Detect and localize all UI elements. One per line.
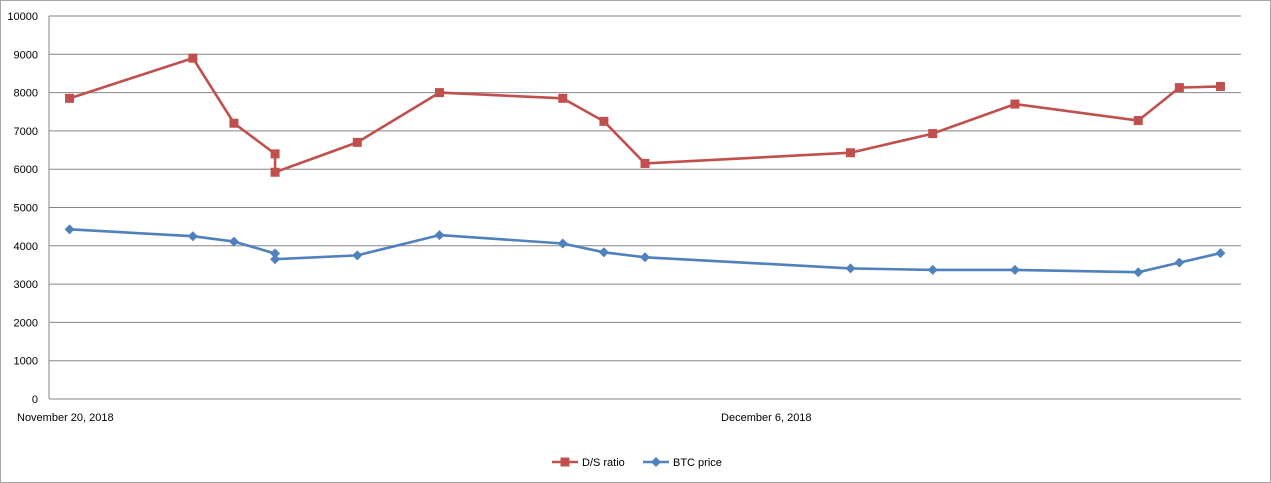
y-tick-label: 6000 (14, 164, 38, 176)
x-axis-ticks: November 20, 2018 December 6, 2018 (17, 412, 812, 424)
series-line (69, 56, 1221, 174)
y-tick-label: 10000 (7, 11, 38, 23)
y-tick-label: 0 (32, 394, 38, 406)
data-point (270, 167, 280, 177)
data-point (1174, 257, 1185, 268)
legend-label: BTC price (673, 457, 722, 469)
data-point (599, 116, 609, 126)
legend-label: D/S ratio (582, 457, 625, 469)
y-tick-label: 3000 (14, 279, 38, 291)
data-point (187, 231, 198, 242)
x-tick-label: December 6, 2018 (721, 412, 812, 424)
data-point (927, 264, 938, 275)
data-point (352, 250, 363, 261)
data-point (1133, 267, 1144, 278)
data-point (229, 118, 239, 128)
data-point (1010, 99, 1020, 109)
data-point (64, 224, 75, 235)
series-line (69, 228, 1221, 274)
data-point (228, 236, 239, 247)
data-point (846, 148, 856, 158)
x-tick-label: November 20, 2018 (17, 412, 114, 424)
data-point (557, 238, 568, 249)
data-point (270, 248, 281, 259)
data-point (1009, 264, 1020, 275)
data-point (1215, 248, 1226, 259)
y-tick-label: 5000 (14, 203, 38, 215)
data-point (640, 158, 650, 168)
y-tick-label: 4000 (14, 241, 38, 253)
y-tick-label: 1000 (14, 356, 38, 368)
y-tick-label: 7000 (14, 126, 38, 138)
data-point (434, 88, 444, 98)
legend: D/S ratio BTC price (552, 457, 722, 469)
data-point (1174, 83, 1184, 93)
data-point (1133, 116, 1143, 126)
data-point (65, 93, 75, 103)
data-point (640, 252, 650, 263)
data-point (928, 129, 938, 139)
grid-lines (48, 15, 1241, 400)
data-point (598, 247, 609, 258)
series-ds-ratio (65, 53, 1225, 177)
data-point (188, 53, 198, 63)
data-point (270, 254, 281, 265)
data-point (845, 263, 856, 274)
data-point (558, 93, 568, 103)
y-axis-ticks: 0 1000 2000 3000 4000 5000 6000 7000 8000 9000 100… (7, 11, 38, 406)
data-point (434, 230, 445, 241)
legend-marker (651, 457, 661, 467)
data-point (1215, 81, 1225, 91)
y-tick-label: 8000 (14, 88, 38, 100)
data-point (352, 137, 362, 147)
series-btc-price (64, 224, 1226, 278)
y-tick-label: 2000 (14, 317, 38, 329)
y-tick-label: 9000 (14, 49, 38, 61)
series-group (64, 53, 1226, 278)
data-point (270, 149, 280, 159)
legend-marker (560, 457, 570, 467)
